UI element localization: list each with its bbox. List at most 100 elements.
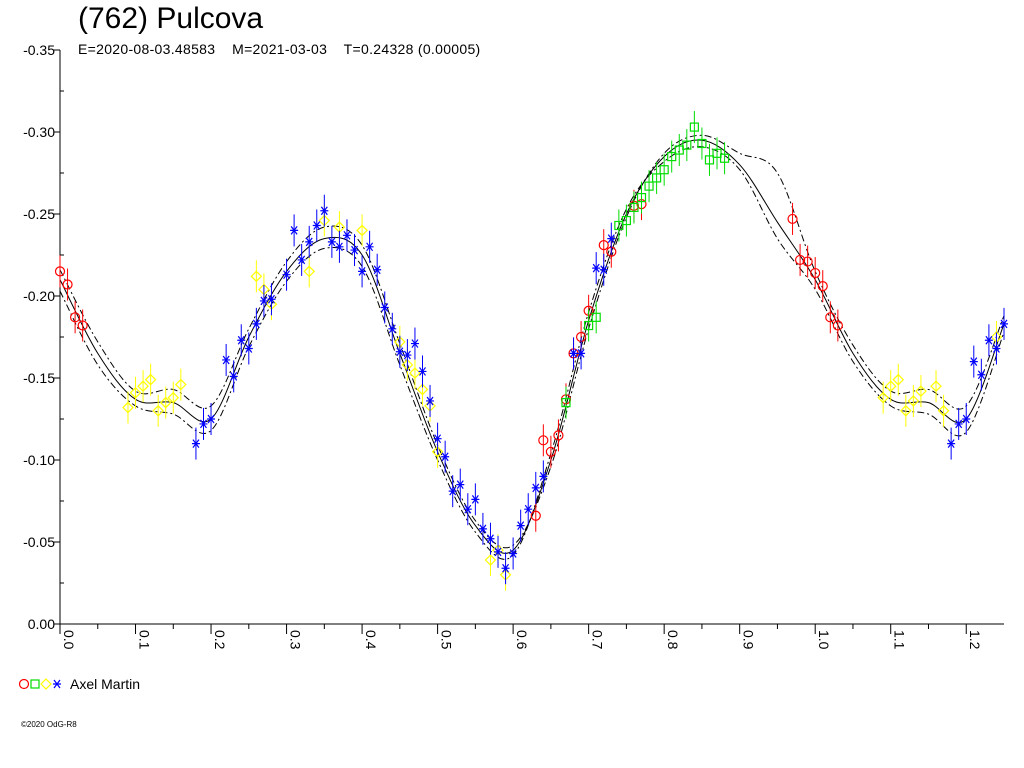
star-marker (388, 324, 397, 334)
x-tick-label: 0.9 (741, 630, 757, 650)
legend-star-icon (53, 679, 61, 689)
star-marker (509, 549, 518, 558)
circle-marker (553, 430, 564, 441)
data-point (448, 475, 457, 508)
data-point (403, 339, 412, 372)
data-point (682, 129, 692, 162)
star-marker (403, 350, 412, 360)
data-point (327, 225, 336, 258)
data-point (471, 483, 480, 516)
data-point (524, 493, 533, 526)
star-marker (380, 303, 389, 312)
data-point (335, 230, 344, 263)
data-point (356, 214, 368, 247)
star-marker (577, 349, 586, 358)
diamond-marker (159, 396, 172, 409)
data-point (984, 324, 993, 357)
data-point (463, 493, 472, 526)
data-point (320, 194, 329, 227)
star-marker (305, 237, 314, 247)
data-point (1000, 307, 1008, 340)
star-marker (441, 452, 450, 462)
star-marker (365, 242, 374, 252)
data-point (418, 355, 427, 388)
star-marker (954, 419, 963, 429)
data-point (704, 143, 715, 176)
model-curve-bound (59, 134, 1005, 549)
legend: Axel Martin (18, 674, 140, 694)
circle-marker (77, 320, 88, 331)
diamond-marker (937, 404, 950, 417)
star-marker (592, 263, 601, 273)
data-point (70, 301, 81, 334)
square-marker (674, 145, 684, 155)
data-point (252, 307, 261, 340)
data-point (456, 468, 465, 501)
square-marker (614, 220, 624, 231)
model-curves (59, 134, 1005, 560)
diamond-marker (409, 367, 421, 379)
star-marker (478, 524, 487, 534)
y-tick-label: -0.25 (23, 206, 55, 222)
y-tick-label: -0.30 (23, 124, 55, 140)
star-marker (456, 480, 465, 489)
data-point (697, 127, 707, 160)
data-point (222, 343, 231, 376)
data-point (962, 403, 971, 435)
data-point (915, 375, 927, 408)
data-point (388, 312, 397, 345)
data-point (636, 181, 647, 214)
diamond-marker (431, 445, 444, 458)
data-point (817, 270, 828, 303)
data-point (244, 332, 253, 365)
star-marker (531, 483, 540, 493)
data-point (167, 381, 180, 414)
square-marker (704, 155, 715, 165)
copyright-notice: ©2020 OdG-R8 (21, 720, 77, 729)
x-tick-label: 0.7 (590, 630, 606, 650)
circle-marker (70, 312, 81, 323)
data-point (802, 245, 813, 278)
data-point (62, 268, 73, 301)
data-point (969, 345, 978, 378)
diamond-marker (930, 380, 942, 393)
data-point (591, 301, 601, 334)
star-marker (53, 679, 61, 689)
model-curve (59, 139, 1005, 554)
diamond-marker (250, 270, 263, 283)
legend-symbols (18, 678, 61, 690)
data-point (937, 394, 950, 427)
data-point (825, 301, 836, 334)
data-point (199, 407, 208, 440)
data-point (494, 535, 503, 568)
data-point (129, 376, 142, 409)
y-tick-label: -0.15 (23, 370, 55, 386)
y-tick-label: -0.35 (23, 42, 55, 58)
data-point (395, 335, 404, 368)
data-point (930, 370, 942, 403)
chart-subtitle: E=2020-08-03.48583 M=2021-03-03 T=0.2432… (78, 41, 481, 57)
data-point (689, 111, 699, 144)
y-tick-label: -0.05 (23, 534, 55, 550)
diamond-marker (174, 378, 187, 391)
star-marker (252, 319, 261, 329)
star-marker (342, 230, 351, 240)
square-marker (561, 398, 571, 408)
data-point (54, 255, 66, 288)
data-point (191, 427, 200, 460)
data-point (410, 327, 419, 360)
data-point (137, 370, 149, 403)
data-point (667, 140, 677, 173)
star-marker (395, 347, 404, 357)
star-marker (962, 414, 971, 424)
circle-marker (62, 279, 73, 290)
square-marker (591, 312, 601, 322)
circle-marker (18, 678, 30, 690)
square-marker (719, 153, 730, 163)
star-marker (207, 414, 216, 424)
star-marker (282, 270, 291, 280)
data-point (237, 324, 246, 357)
data-point (599, 253, 608, 286)
data-point (486, 522, 495, 555)
